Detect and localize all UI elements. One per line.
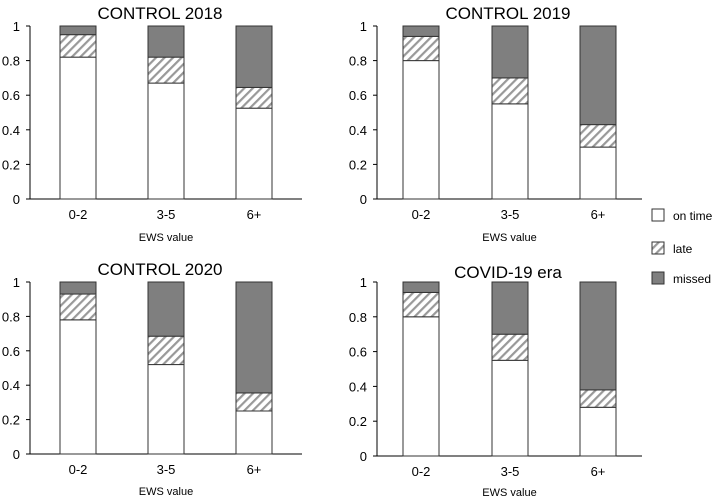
bar-segment-missed (147, 25, 185, 58)
bar-segment-missed (59, 25, 97, 36)
y-tick-label: 0 (13, 447, 20, 462)
x-axis-label: EWS value (139, 486, 193, 498)
y-tick-label: 0.8 (349, 54, 367, 69)
x-tick-label: 6+ (591, 207, 606, 222)
y-tick-label: 0.2 (2, 413, 20, 428)
x-tick-label: 0-2 (69, 462, 88, 477)
y-tick-label: 0 (360, 192, 367, 207)
x-tick-label: 0-2 (412, 207, 431, 222)
chart-panel-3: CONTROL 2020 0 0.2 0.4 0.6 0.8 1 0-2 3-5 6+ EWS va… (2, 260, 302, 498)
x-axis-label: EWS value (482, 232, 536, 244)
legend-swatch-missed (651, 271, 665, 285)
x-tick-label: 3-5 (501, 464, 520, 479)
chart-panel-4: COVID-19 era 0 0.2 0.4 0.6 0.8 1 0-2 3-5 6+ EWS va… (349, 263, 642, 499)
y-tick-label: 1 (360, 275, 367, 290)
bar-segment-on-time (491, 359, 529, 457)
bar-segment-missed (402, 281, 440, 293)
bar-segment-missed (579, 281, 617, 391)
y-tick-label: 0.8 (2, 309, 20, 324)
bar-segment-late (59, 293, 97, 321)
bar-segment-late (147, 335, 185, 366)
bar-segment-late (235, 86, 273, 109)
bar-segment-on-time (402, 60, 440, 200)
y-tick-label: 0.8 (2, 54, 20, 69)
y-tick-label: 0 (13, 192, 20, 207)
chart-title: CONTROL 2019 (445, 4, 570, 23)
x-tick-label: 0-2 (412, 464, 431, 479)
bar-segment-on-time (579, 406, 617, 457)
x-axis-label: EWS value (482, 487, 536, 499)
bar-segment-late (579, 389, 617, 408)
y-tick-label: 0.8 (349, 310, 367, 325)
x-axis-label: EWS value (139, 232, 193, 244)
x-tick-label: 6+ (247, 207, 262, 222)
y-tick-label: 1 (360, 19, 367, 34)
y-tick-label: 1 (13, 275, 20, 290)
bar-segment-missed (235, 281, 273, 394)
x-tick-label: 3-5 (157, 462, 176, 477)
y-tick-label: 0 (360, 449, 367, 464)
bar-segment-late (402, 35, 440, 62)
y-tick-label: 0.2 (2, 157, 20, 172)
chart-title: CONTROL 2018 (97, 4, 222, 23)
y-tick-label: 0.6 (349, 345, 367, 360)
y-tick-label: 0.6 (2, 88, 20, 103)
y-tick-label: 0.6 (2, 344, 20, 359)
bar-segment-missed (147, 281, 185, 337)
y-tick-label: 0.4 (349, 379, 367, 394)
bar-segment-late (491, 333, 529, 361)
legend-swatch-on-time (651, 208, 665, 222)
bar-segment-missed (235, 25, 273, 88)
bar-segment-missed (402, 25, 440, 37)
x-tick-label: 0-2 (69, 207, 88, 222)
chart-title: CONTROL 2020 (97, 260, 222, 279)
bar-segment-late (147, 56, 185, 84)
bar-segment-missed (491, 281, 529, 335)
y-tick-label: 1 (13, 19, 20, 34)
bar-segment-late (579, 124, 617, 148)
chart-panel-1: CONTROL 2018 0 0.2 0.4 0.6 0.8 1 0-2 3-5 6+ EWS va… (2, 4, 302, 244)
bar-segment-late (59, 34, 97, 58)
y-tick-label: 0.4 (2, 123, 20, 138)
bar-segment-on-time (59, 56, 97, 200)
y-tick-label: 0.2 (349, 157, 367, 172)
y-tick-label: 0.6 (349, 88, 367, 103)
bar-segment-on-time (579, 146, 617, 200)
x-tick-label: 3-5 (157, 207, 176, 222)
bar-segment-late (402, 291, 440, 318)
legend-label-late: late (673, 242, 693, 256)
x-tick-label: 6+ (247, 462, 262, 477)
bar-segment-on-time (402, 316, 440, 457)
bar-segment-late (491, 77, 529, 105)
bar-segment-missed (59, 281, 97, 295)
legend-label-on-time: on time (673, 209, 713, 223)
bar-segment-on-time (235, 107, 273, 200)
legend-label-missed: missed (673, 272, 711, 286)
y-tick-label: 0.2 (349, 414, 367, 429)
chart-title: COVID-19 era (454, 263, 562, 282)
x-tick-label: 3-5 (501, 207, 520, 222)
bar-segment-missed (491, 25, 529, 79)
bar-segment-late (235, 392, 273, 412)
bar-segment-on-time (235, 410, 273, 455)
bar-segment-missed (579, 25, 617, 126)
bar-segment-on-time (491, 103, 529, 200)
legend: on time late missed (651, 208, 713, 286)
bar-segment-on-time (147, 364, 185, 455)
y-tick-label: 0.4 (349, 123, 367, 138)
y-tick-label: 0.4 (2, 378, 20, 393)
chart-panel-2: CONTROL 2019 0 0.2 0.4 0.6 0.8 1 0-2 3-5 6+ EWS va… (349, 4, 642, 244)
x-tick-label: 6+ (591, 464, 606, 479)
legend-swatch-late (651, 241, 665, 255)
bar-segment-on-time (147, 82, 185, 200)
bar-segment-on-time (59, 319, 97, 455)
